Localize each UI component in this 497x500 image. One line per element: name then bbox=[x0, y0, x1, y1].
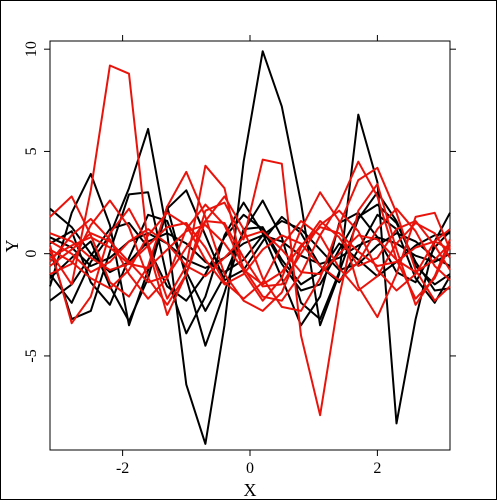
series-line-18 bbox=[49, 224, 451, 286]
x-tick-label: -2 bbox=[116, 460, 129, 477]
x-tick-label: 0 bbox=[246, 460, 254, 477]
series-line-15 bbox=[49, 209, 451, 292]
x-axis: -2 0 2 bbox=[116, 35, 381, 477]
y-axis: -5 0 5 10 bbox=[23, 41, 456, 363]
series-line-4 bbox=[49, 191, 451, 321]
series-lines bbox=[49, 50, 451, 445]
series-line-13 bbox=[49, 160, 451, 302]
series-line-9 bbox=[49, 64, 451, 417]
series-line-1 bbox=[49, 172, 451, 347]
series-line-10 bbox=[49, 164, 451, 325]
series-line-3 bbox=[49, 191, 451, 335]
x-axis-title: X bbox=[244, 480, 257, 500]
series-line-12 bbox=[49, 166, 451, 312]
series-line-17 bbox=[49, 207, 451, 290]
series-line-8 bbox=[49, 232, 451, 269]
y-axis-title: Y bbox=[2, 240, 22, 253]
series-line-16 bbox=[49, 220, 451, 300]
x-tick-label: 2 bbox=[373, 460, 381, 477]
series-line-11 bbox=[49, 170, 451, 312]
y-tick-label: 10 bbox=[23, 41, 40, 57]
series-line-2 bbox=[49, 50, 451, 445]
y-tick-label: -5 bbox=[23, 349, 40, 362]
y-tick-label: 5 bbox=[23, 147, 40, 155]
y-tick-label: 0 bbox=[23, 250, 40, 258]
